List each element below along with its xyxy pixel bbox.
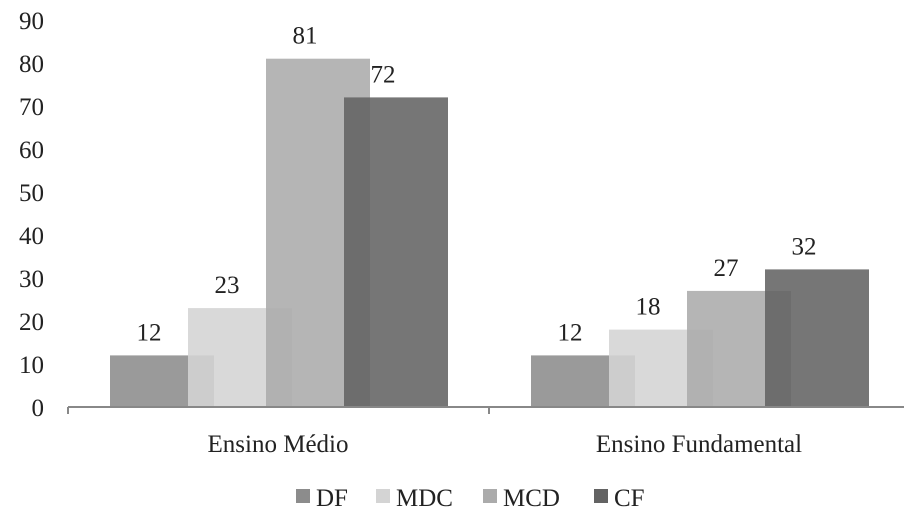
y-tick-label: 70 xyxy=(19,94,44,121)
legend: DF MDC MCD CF xyxy=(296,485,645,512)
legend-item-mdc: MDC xyxy=(376,485,453,512)
data-label-cf-ensino-medio: 72 xyxy=(371,61,396,88)
y-tick-label: 20 xyxy=(19,309,44,336)
legend-swatch-df xyxy=(296,489,310,503)
y-tick-label: 30 xyxy=(19,266,44,293)
bars xyxy=(110,58,869,408)
data-labels: 12 23 81 72 12 18 27 32 xyxy=(137,23,817,347)
data-label-mcd-ensino-medio: 81 xyxy=(293,23,318,50)
y-tick-label: 60 xyxy=(19,137,44,164)
y-tick-label: 50 xyxy=(19,180,44,207)
data-label-mdc-ensino-medio: 23 xyxy=(215,272,240,299)
category-label-ensino-fundamental: Ensino Fundamental xyxy=(596,431,802,458)
legend-swatch-cf xyxy=(594,489,608,503)
y-axis-ticks: 0 10 20 30 40 50 60 70 80 90 xyxy=(19,8,44,422)
data-label-df-ensino-medio: 12 xyxy=(137,319,162,346)
y-tick-label: 40 xyxy=(19,223,44,250)
category-label-ensino-medio: Ensino Médio xyxy=(208,431,349,458)
x-axis xyxy=(67,406,904,414)
y-tick-label: 0 xyxy=(32,395,45,422)
y-tick-label: 10 xyxy=(19,352,44,379)
legend-label-df: DF xyxy=(316,485,348,512)
legend-label-cf: CF xyxy=(614,485,645,512)
legend-swatch-mcd xyxy=(483,489,497,503)
legend-item-mcd: MCD xyxy=(483,485,560,512)
y-tick-label: 80 xyxy=(19,51,44,78)
bar-cf-ensino-fundamental xyxy=(765,269,869,407)
legend-item-df: DF xyxy=(296,485,348,512)
y-tick-label: 90 xyxy=(19,8,44,35)
legend-label-mdc: MDC xyxy=(396,485,453,512)
data-label-df-ensino-fundamental: 12 xyxy=(558,319,583,346)
legend-item-cf: CF xyxy=(594,485,645,512)
data-label-mdc-ensino-fundamental: 18 xyxy=(636,294,661,321)
category-labels: Ensino Médio Ensino Fundamental xyxy=(208,431,803,458)
legend-label-mcd: MCD xyxy=(503,485,560,512)
legend-swatch-mdc xyxy=(376,489,390,503)
data-label-cf-ensino-fundamental: 32 xyxy=(792,233,817,260)
bar-cf-ensino-medio xyxy=(344,97,448,408)
data-label-mcd-ensino-fundamental: 27 xyxy=(714,255,739,282)
